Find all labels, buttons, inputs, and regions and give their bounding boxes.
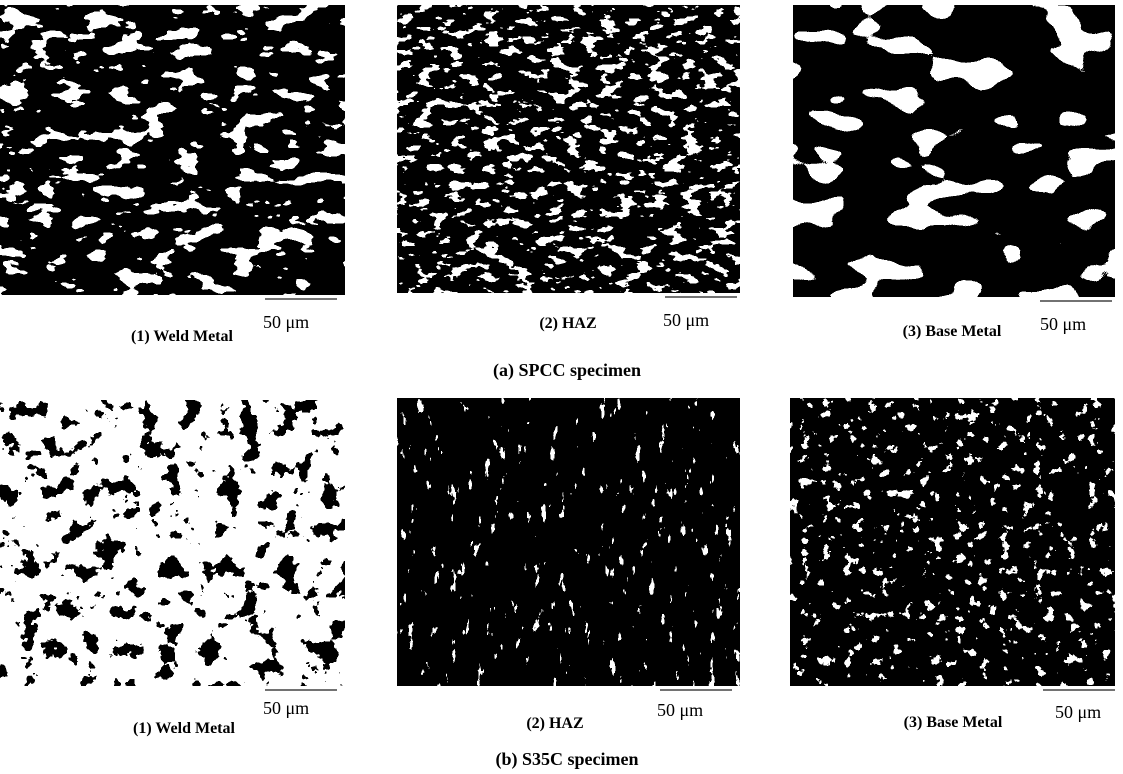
panel-label: (3) Base Metal — [904, 714, 1003, 731]
group-caption: (b) S35C specimen — [496, 749, 639, 770]
micrograph — [790, 398, 1115, 686]
scale-label: 50 μm — [263, 312, 309, 332]
scale-label: 50 μm — [263, 698, 309, 718]
panel-label: (2) HAZ — [526, 715, 583, 732]
panel-label: (2) HAZ — [539, 315, 596, 332]
panel-label: (1) Weld Metal — [133, 720, 235, 737]
panel-label: (3) Base Metal — [903, 323, 1002, 340]
scale-label: 50 μm — [663, 310, 709, 330]
scale-label: 50 μm — [1055, 702, 1101, 722]
micrograph — [397, 5, 740, 293]
micrograph — [793, 5, 1115, 297]
micrograph — [0, 5, 345, 295]
group-caption: (a) SPCC specimen — [493, 360, 641, 381]
scale-label: 50 μm — [657, 700, 703, 720]
scale-label: 50 μm — [1040, 314, 1086, 334]
micrograph — [0, 400, 345, 686]
micrograph — [397, 398, 740, 686]
panel-label: (1) Weld Metal — [131, 328, 233, 345]
